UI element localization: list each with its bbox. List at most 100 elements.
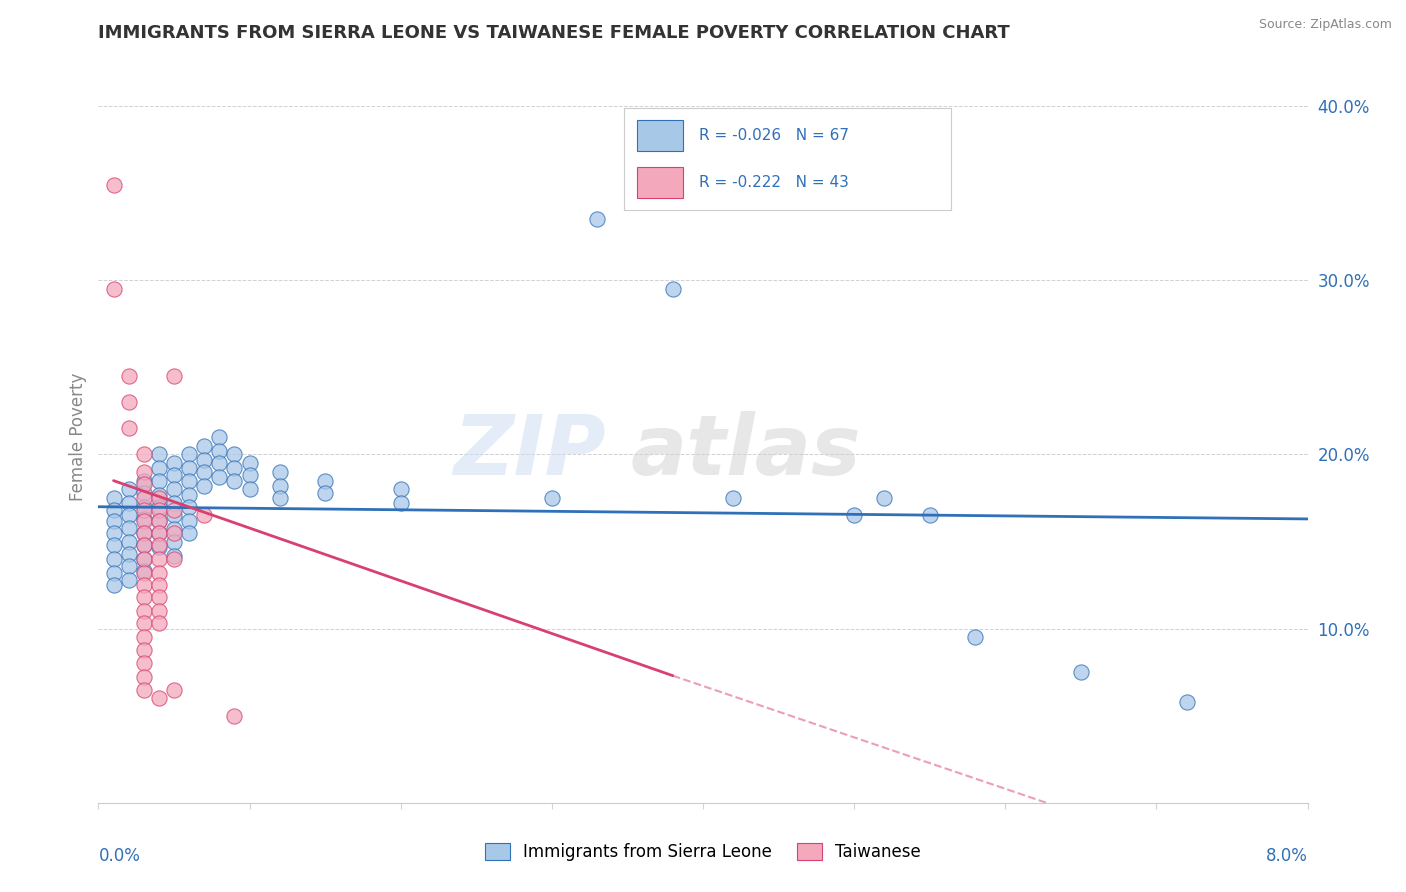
Point (103, 178, 125, 192)
Point (163, 483, 186, 497)
Point (239, 468, 262, 483)
Point (103, 578, 125, 592)
Point (132, 682, 155, 697)
Text: Source: ZipAtlas.com: Source: ZipAtlas.com (1258, 18, 1392, 31)
Point (148, 538, 170, 552)
Point (269, 491, 291, 505)
Point (179, 525, 201, 540)
Point (148, 616, 170, 631)
Point (103, 491, 125, 505)
Text: 0.0%: 0.0% (98, 847, 141, 864)
Point (965, 631, 987, 645)
Point (103, 525, 125, 540)
Point (132, 503, 155, 517)
Point (103, 566, 125, 580)
Point (269, 465, 291, 479)
Point (103, 552, 125, 566)
Point (118, 521, 141, 535)
Point (132, 616, 155, 631)
Point (118, 421, 141, 435)
Point (148, 566, 170, 580)
Point (179, 514, 201, 528)
Point (193, 439, 215, 453)
Point (148, 540, 170, 554)
Point (132, 591, 155, 605)
Point (163, 369, 186, 384)
Point (148, 525, 170, 540)
Point (314, 485, 336, 500)
Point (132, 642, 155, 657)
Point (132, 491, 155, 505)
Point (132, 477, 155, 491)
Point (224, 461, 246, 475)
Point (132, 485, 155, 500)
Point (132, 578, 155, 592)
Text: 8.0%: 8.0% (1265, 847, 1308, 864)
Point (1070, 665, 1092, 680)
Point (661, 282, 683, 296)
Point (208, 470, 231, 484)
Point (118, 534, 141, 549)
Point (208, 444, 231, 458)
Text: atlas: atlas (630, 411, 860, 492)
Point (208, 430, 231, 444)
Point (103, 282, 125, 296)
Point (132, 500, 155, 514)
Point (103, 538, 125, 552)
Point (148, 552, 170, 566)
Point (389, 496, 412, 510)
Point (118, 395, 141, 409)
Point (148, 604, 170, 618)
Point (132, 657, 155, 671)
Point (132, 566, 155, 580)
Point (314, 474, 336, 488)
Point (148, 487, 170, 501)
Point (389, 483, 412, 497)
Point (148, 491, 170, 505)
Point (163, 682, 186, 697)
Point (148, 448, 170, 462)
Point (163, 508, 186, 523)
Text: ZIP: ZIP (454, 411, 606, 492)
Point (239, 483, 262, 497)
Text: IMMIGRANTS FROM SIERRA LEONE VS TAIWANESE FEMALE POVERTY CORRELATION CHART: IMMIGRANTS FROM SIERRA LEONE VS TAIWANES… (98, 24, 1010, 42)
Point (132, 564, 155, 578)
Point (163, 522, 186, 536)
Legend: Immigrants from Sierra Leone, Taiwanese: Immigrants from Sierra Leone, Taiwanese (478, 836, 928, 868)
Point (118, 369, 141, 384)
Point (540, 491, 562, 505)
Point (118, 483, 141, 497)
Point (148, 514, 170, 528)
Point (844, 508, 866, 523)
Point (148, 503, 170, 517)
Point (193, 508, 215, 523)
Point (118, 508, 141, 523)
Point (586, 212, 609, 227)
Point (132, 525, 155, 540)
Point (148, 514, 170, 528)
Point (118, 558, 141, 573)
Point (132, 538, 155, 552)
Point (148, 691, 170, 706)
Point (132, 512, 155, 526)
Point (163, 534, 186, 549)
Point (723, 491, 745, 505)
Point (179, 448, 201, 462)
Point (103, 514, 125, 528)
Point (179, 474, 201, 488)
Point (132, 604, 155, 618)
Point (148, 578, 170, 592)
Point (163, 503, 186, 517)
Point (148, 591, 170, 605)
Y-axis label: Female Poverty: Female Poverty (69, 373, 87, 501)
Point (918, 508, 941, 523)
Point (1175, 695, 1198, 709)
Point (132, 631, 155, 645)
Point (163, 549, 186, 563)
Point (103, 503, 125, 517)
Point (193, 479, 215, 493)
Point (118, 573, 141, 587)
Point (132, 448, 155, 462)
Point (224, 448, 246, 462)
Point (163, 496, 186, 510)
